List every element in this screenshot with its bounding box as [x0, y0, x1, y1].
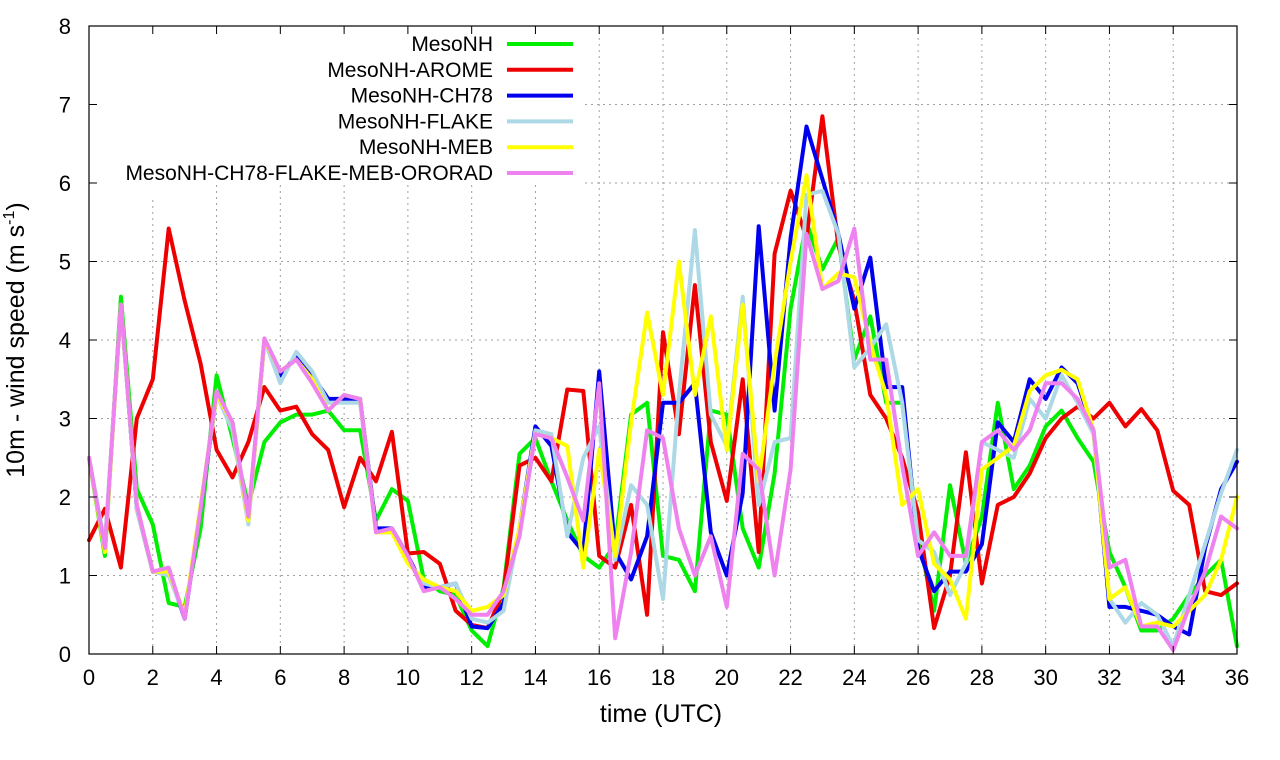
y-tick-label-8: 8 [59, 14, 71, 39]
legend-label-mesonh-meb: MesoNH-MEB [359, 136, 493, 159]
x-tick-label-2: 2 [147, 665, 159, 690]
x-tick-label-30: 30 [1033, 665, 1057, 690]
x-tick-label-6: 6 [274, 665, 286, 690]
y-axis-title-superscript: -1 [1, 211, 18, 225]
x-tick-label-20: 20 [715, 665, 739, 690]
series-line-mesonh-ch78 [87, 124, 1239, 637]
series-line-mesonh-ch78-flake-meb-ororad [87, 226, 1239, 653]
y-axis-title: 10m - wind speed (m s-1) [1, 202, 30, 477]
y-tick-label-6: 6 [59, 171, 71, 196]
y-tick-label-2: 2 [59, 485, 71, 510]
y-tick-label-3: 3 [59, 407, 71, 432]
x-tick-label-4: 4 [210, 665, 222, 690]
y-axis-title-main: 10m - wind speed (m s [2, 225, 30, 478]
y-tick-label-0: 0 [59, 642, 71, 667]
x-tick-label-18: 18 [651, 665, 675, 690]
x-tick-label-14: 14 [523, 665, 547, 690]
x-tick-label-28: 28 [970, 665, 994, 690]
x-tick-label-16: 16 [587, 665, 611, 690]
legend-label-mesonh: MesoNH [411, 33, 493, 56]
x-tick-label-24: 24 [842, 665, 866, 690]
legend-label-mesonh-ch78-flake-meb-ororad: MesoNH-CH78-FLAKE-MEB-ORORAD [125, 162, 493, 185]
legend-label-mesonh-flake: MesoNH-FLAKE [338, 110, 493, 133]
x-tick-label-0: 0 [83, 665, 95, 690]
series-line-mesonh-arome [87, 114, 1239, 631]
series-lines [87, 114, 1239, 653]
legend: MesoNH MesoNH-AROME MesoNH-CH78MesoNH-FLAK… [125, 33, 573, 185]
x-tick-label-22: 22 [778, 665, 802, 690]
x-tick-label-12: 12 [459, 665, 483, 690]
x-axis-title: time (UTC) [600, 700, 722, 728]
x-tick-label-8: 8 [338, 665, 350, 690]
axis-ticks: 0 2 4 6 8 10 12 14 16 18 20 22 24 26 28 30 32 34 360123456… [59, 14, 1249, 690]
series-line-mesonh [87, 220, 1239, 649]
y-tick-label-4: 4 [59, 328, 71, 353]
y-tick-label-1: 1 [59, 564, 71, 589]
y-axis-title-end: ) [2, 202, 30, 210]
x-tick-label-10: 10 [396, 665, 420, 690]
x-tick-label-34: 34 [1161, 665, 1185, 690]
legend-label-mesonh-ch78: MesoNH-CH78 [351, 85, 493, 108]
legend-label-mesonh-arome: MesoNH-AROME [327, 59, 493, 82]
y-tick-label-7: 7 [59, 93, 71, 118]
x-tick-label-26: 26 [906, 665, 930, 690]
y-tick-label-5: 5 [59, 250, 71, 275]
x-tick-label-36: 36 [1225, 665, 1249, 690]
x-tick-label-32: 32 [1097, 665, 1121, 690]
series-line-mesonh-flake [87, 188, 1239, 649]
